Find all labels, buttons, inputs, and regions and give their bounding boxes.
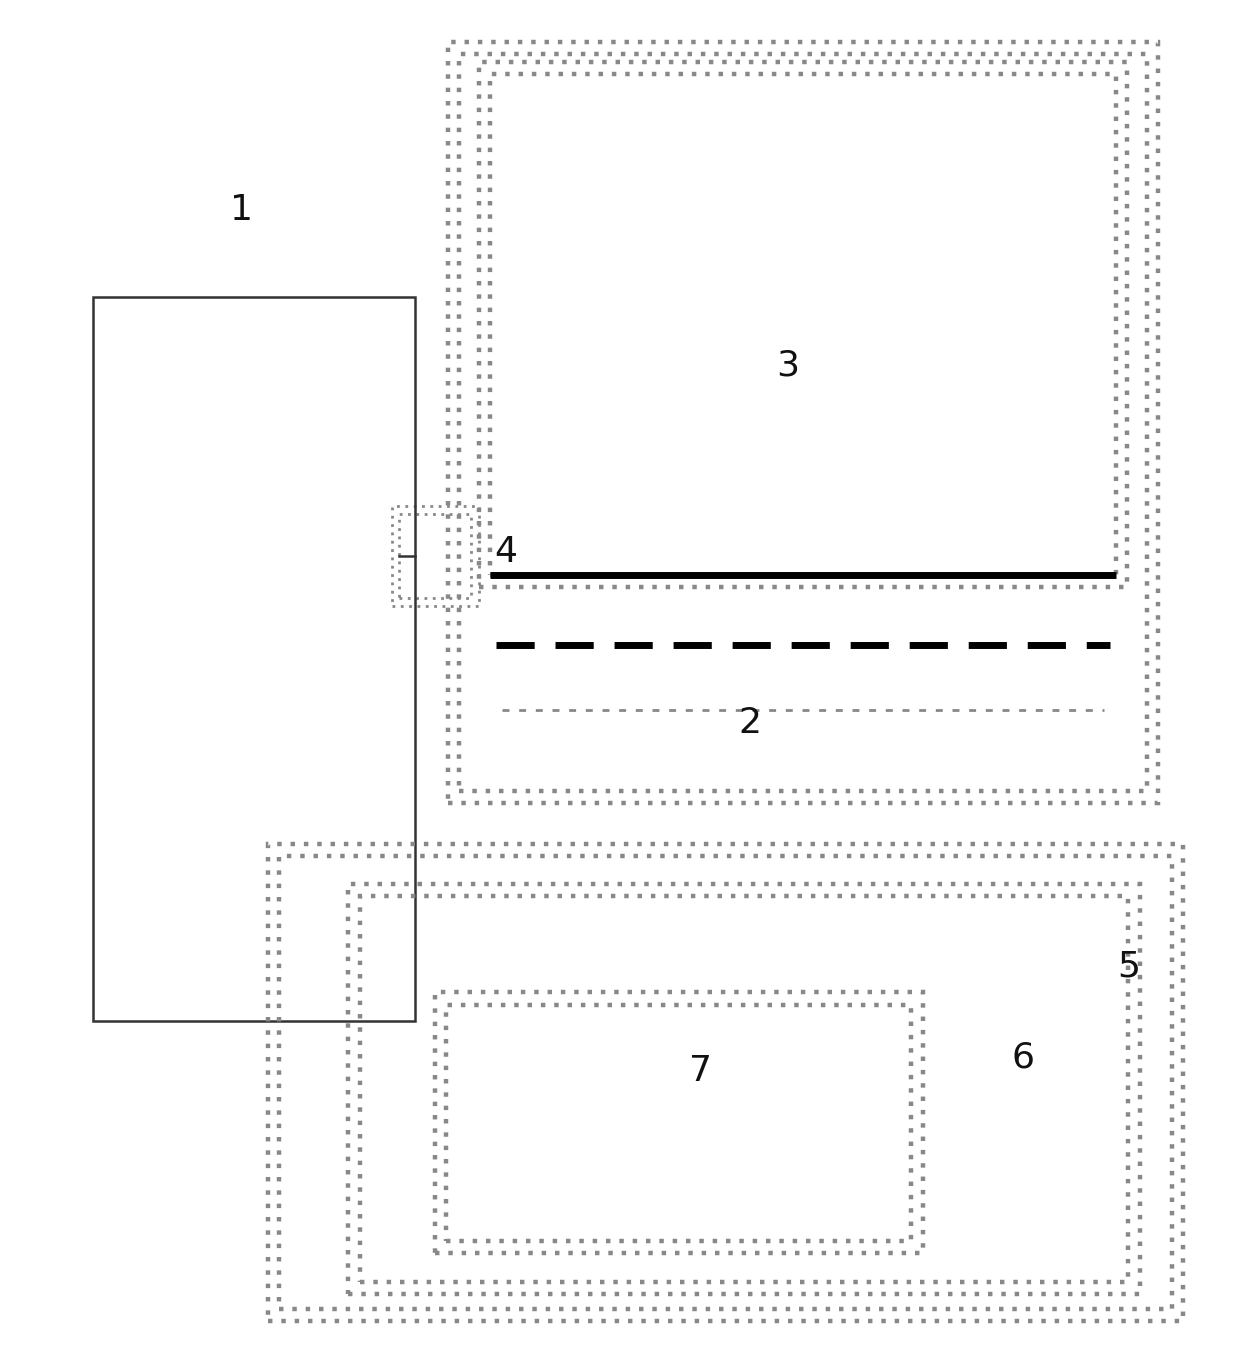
Bar <box>348 884 1140 1294</box>
Text: 1: 1 <box>231 192 253 227</box>
Bar <box>435 992 923 1253</box>
Text: 3: 3 <box>776 347 799 383</box>
Bar <box>392 506 479 606</box>
Text: 5: 5 <box>1117 949 1140 984</box>
Text: 6: 6 <box>1012 1040 1034 1075</box>
Bar <box>399 514 471 598</box>
Bar <box>360 896 1128 1282</box>
Text: 4: 4 <box>495 534 517 569</box>
Bar <box>279 856 1172 1309</box>
Bar <box>479 62 1127 587</box>
Bar <box>93 297 415 1021</box>
Bar <box>490 74 1116 575</box>
Bar <box>448 42 1158 803</box>
Text: 7: 7 <box>689 1053 712 1088</box>
Text: 2: 2 <box>739 706 761 741</box>
Bar <box>446 1005 911 1241</box>
Bar <box>268 844 1183 1321</box>
Bar <box>459 54 1147 791</box>
